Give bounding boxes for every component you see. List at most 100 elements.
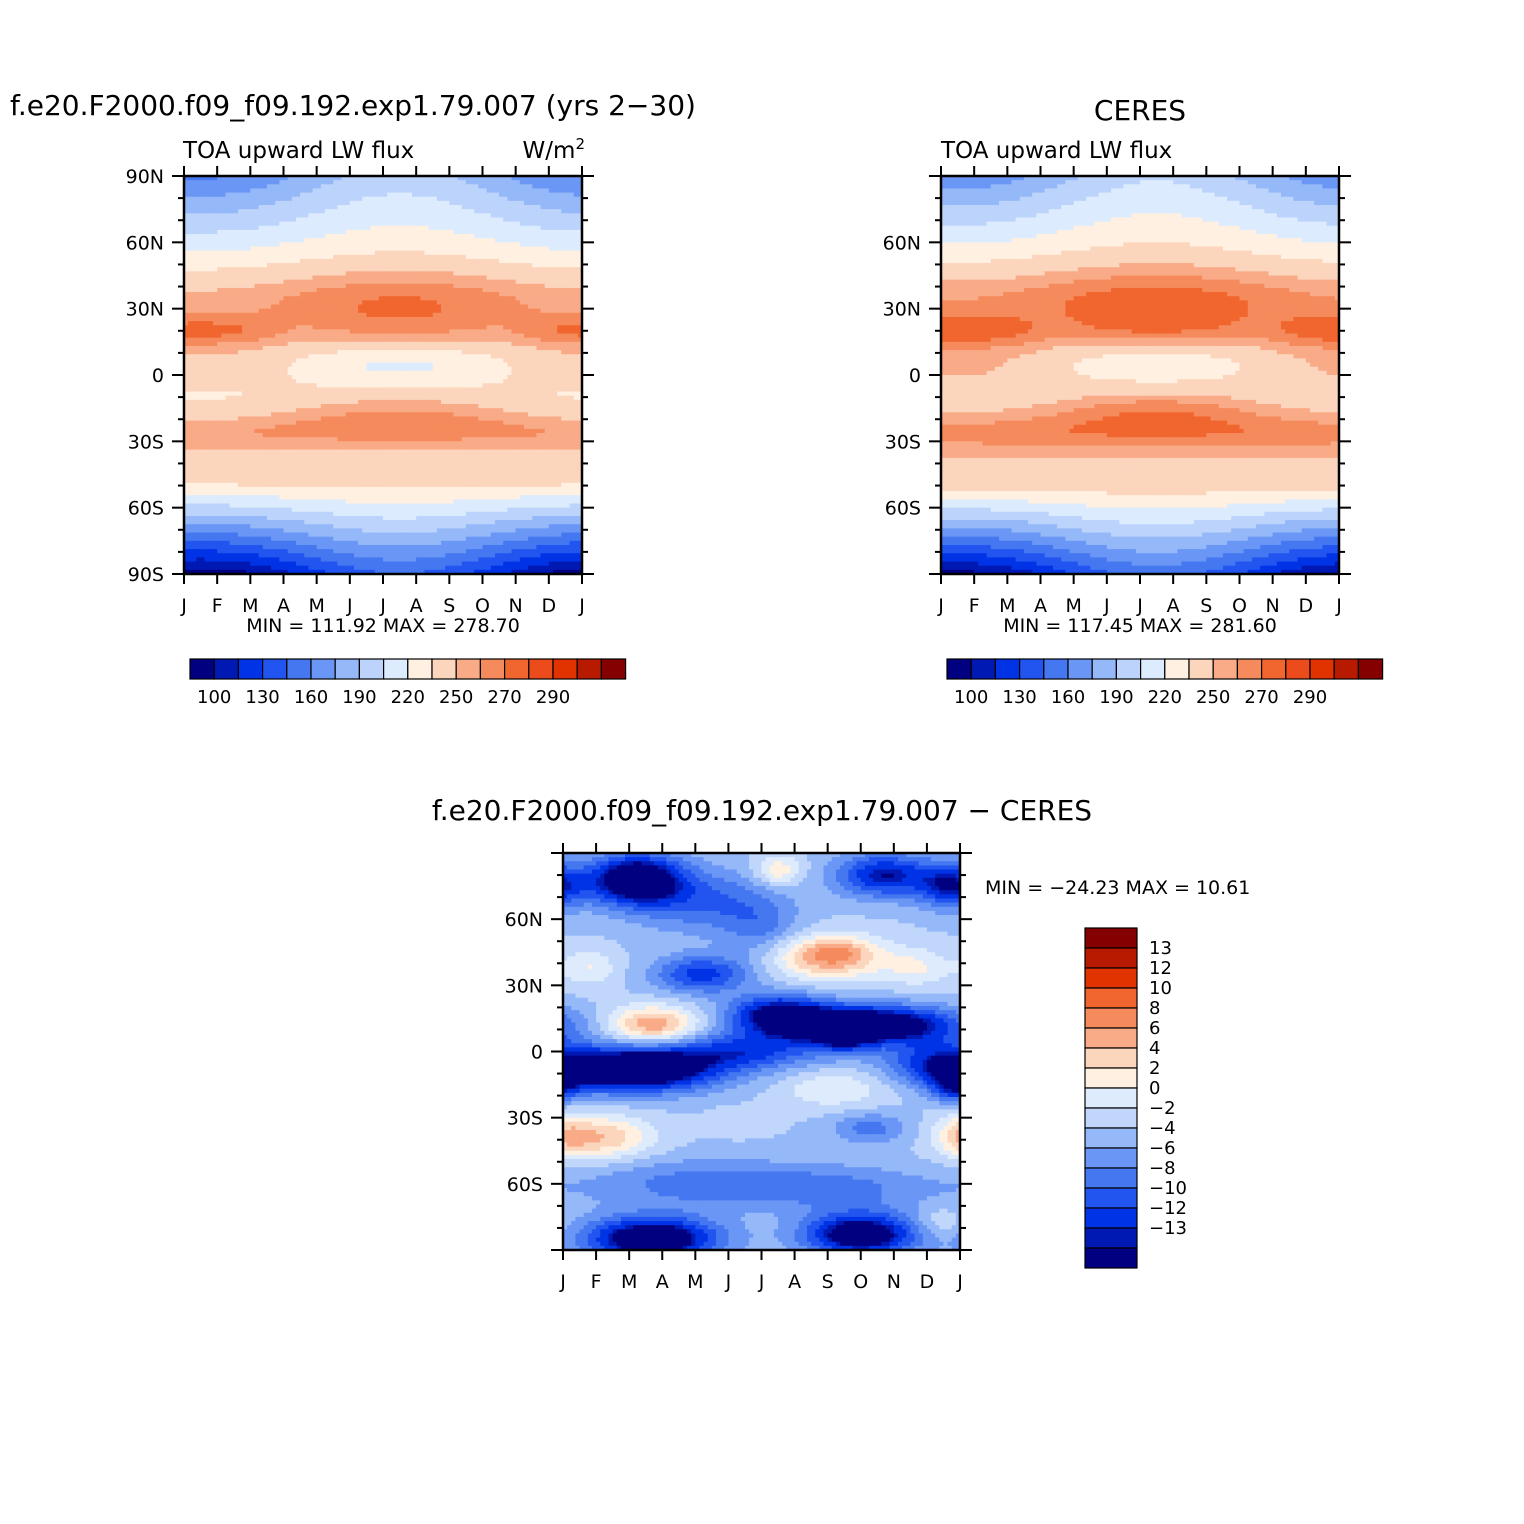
contour-cell [544, 267, 550, 272]
contour-cell [271, 279, 276, 285]
contour-cell [432, 308, 438, 314]
contour-cell [349, 209, 355, 214]
contour-cell [196, 375, 202, 380]
contour-cell [341, 258, 347, 264]
contour-cell [507, 267, 513, 272]
contour-cell [229, 196, 235, 202]
contour-cell [316, 383, 322, 389]
contour-cell [320, 184, 326, 190]
contour-cell [233, 341, 239, 347]
contour-cell [200, 345, 206, 351]
contour-cell [262, 192, 268, 198]
contour-cell [544, 333, 550, 339]
contour-cell [312, 379, 318, 384]
contour-cell [242, 304, 247, 310]
contour-cell [523, 258, 529, 264]
contour-cell [287, 325, 293, 330]
contour-cell [548, 238, 554, 243]
contour-cell [229, 337, 235, 343]
contour-cell [188, 375, 193, 380]
contour-cell [441, 242, 446, 248]
contour-cell [416, 300, 421, 306]
contour-cell [266, 192, 272, 198]
contour-cell [320, 213, 326, 219]
contour-cell [300, 180, 305, 185]
contour-cell [366, 184, 372, 190]
contour-cell [308, 263, 314, 268]
contour-cell [229, 362, 235, 368]
contour-cell [432, 375, 438, 380]
contour-cell [225, 271, 231, 277]
contour-cell [279, 192, 285, 198]
contour-cell [312, 383, 318, 389]
contour-cell [445, 192, 450, 198]
contour-cell [283, 188, 289, 194]
contour-cell [540, 188, 546, 194]
contour-cell [358, 196, 363, 202]
contour-cell [536, 192, 542, 198]
contour-cell [428, 321, 434, 326]
contour-cell [486, 354, 492, 360]
contour-cell [412, 370, 417, 376]
contour-cell [188, 345, 193, 351]
contour-cell [208, 258, 214, 264]
contour-cell [184, 283, 189, 289]
contour-cell [262, 350, 268, 355]
contour-cell [349, 304, 355, 310]
contour-cell [494, 287, 500, 293]
contour-cell [532, 234, 537, 239]
contour-cell [324, 200, 330, 206]
contour-cell [341, 287, 347, 293]
contour-cell [221, 337, 227, 343]
contour-cell [523, 304, 529, 310]
contour-cell [366, 304, 372, 310]
contour-cell [573, 325, 579, 330]
contour-cell [184, 271, 189, 277]
contour-cell [271, 325, 276, 330]
contour-cell [358, 375, 363, 380]
contour-cell [217, 279, 222, 285]
contour-cell [316, 292, 322, 297]
contour-cell [577, 258, 583, 264]
contour-cell [349, 341, 355, 347]
contour-cell [474, 312, 479, 318]
contour-cell [565, 271, 571, 277]
contour-cell [374, 354, 380, 360]
contour-cell [242, 329, 247, 335]
contour-cell [184, 300, 189, 306]
contour-cell [565, 333, 571, 339]
contour-cell [320, 271, 326, 277]
contour-cell [420, 333, 426, 339]
contour-cell [362, 283, 368, 289]
contour-cell [445, 267, 450, 272]
contour-cell [523, 354, 529, 360]
contour-cell [445, 213, 450, 219]
contour-cell [383, 370, 388, 376]
contour-cell [515, 192, 521, 198]
contour-cell [561, 267, 567, 272]
contour-cell [465, 205, 471, 210]
contour-cell [374, 209, 380, 214]
contour-cell [407, 246, 413, 252]
contour-cell [329, 242, 334, 248]
contour-cell [333, 213, 338, 219]
contour-cell [540, 362, 546, 368]
contour-cell [254, 234, 260, 239]
contour-cell [320, 176, 326, 181]
contour-cell [499, 300, 504, 306]
contour-cell [511, 337, 517, 343]
contour-cell [254, 242, 260, 248]
contour-cell [561, 275, 567, 281]
contour-cell [407, 217, 413, 223]
contour-cell [482, 234, 488, 239]
contour-cell [420, 271, 426, 277]
contour-cell [378, 188, 384, 194]
contour-cell [370, 337, 376, 343]
contour-cell [283, 184, 289, 190]
contour-cell [457, 246, 463, 252]
contour-cell [254, 229, 260, 235]
contour-cell [204, 188, 210, 194]
contour-cell [366, 358, 372, 364]
contour-cell [221, 267, 227, 272]
contour-cell [565, 238, 571, 243]
